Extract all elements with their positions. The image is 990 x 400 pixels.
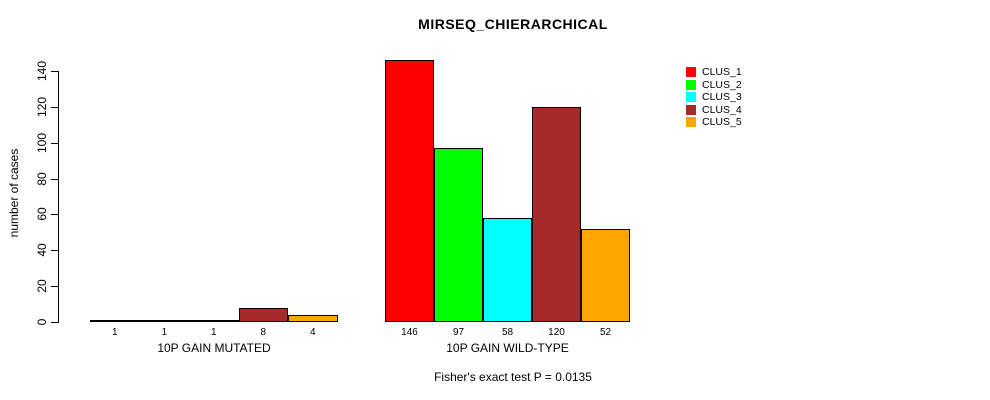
legend-item-clus_4: CLUS_4: [686, 104, 742, 116]
y-tick-mark: [51, 178, 58, 180]
legend-item-clus_1: CLUS_1: [686, 66, 742, 78]
y-axis-line: [58, 71, 59, 323]
bar-clus_3-group2: [483, 218, 532, 322]
bar-clus_3-group1: [189, 320, 239, 322]
x-group-label-mutated: 10P GAIN MUTATED: [157, 341, 271, 355]
legend-label: CLUS_3: [702, 91, 742, 103]
y-tick-label: 140: [35, 60, 49, 82]
y-tick-label: 80: [35, 171, 49, 186]
legend-swatch-clus_2: [686, 79, 696, 90]
y-tick-mark: [51, 71, 58, 72]
footnote: Fisher's exact test P = 0.0135: [434, 370, 592, 384]
y-tick-label: 20: [35, 279, 49, 293]
bar-value-label: 58: [501, 327, 514, 338]
bar-value-label: 52: [599, 327, 612, 338]
y-tick-mark: [51, 286, 58, 288]
bar-clus_1-group2: [385, 60, 434, 322]
y-tick-label: 100: [35, 132, 49, 153]
legend-swatch-clus_3: [686, 92, 696, 102]
bar-clus_2-group1: [139, 320, 189, 322]
bar-clus_4-group1: [238, 308, 288, 322]
x-group-label-wildtype: 10P GAIN WILD-TYPE: [446, 341, 569, 355]
legend-label: CLUS_5: [702, 116, 742, 128]
bar-value-label: 97: [452, 327, 465, 338]
bar-value-label: 1: [210, 327, 217, 338]
y-tick-mark: [51, 106, 58, 108]
bar-value-label: 1: [111, 327, 118, 338]
bar-value-label: 4: [309, 327, 316, 338]
y-tick-label: 120: [35, 96, 49, 117]
y-axis-label: number of cases: [7, 148, 21, 238]
bar-value-label: 1: [161, 327, 168, 338]
legend-label: CLUS_1: [702, 66, 742, 78]
legend-item-clus_2: CLUS_2: [686, 79, 742, 91]
y-tick-label: 0: [35, 318, 49, 326]
legend-swatch-clus_5: [686, 117, 696, 127]
y-tick-label: 40: [35, 243, 49, 257]
legend-swatch-clus_4: [686, 104, 696, 115]
bar-value-label: 8: [260, 327, 267, 338]
bar-clus_2-group2: [434, 148, 483, 322]
bar-value-label: 120: [548, 327, 565, 338]
bar-value-label: 146: [401, 327, 418, 338]
bar-clus_4-group2: [532, 107, 581, 322]
chart-title: MIRSEQ_CHIERARCHICAL: [418, 16, 608, 32]
y-tick-mark: [51, 322, 58, 323]
legend-item-clus_3: CLUS_3: [686, 91, 742, 103]
bar-clus_1-group1: [90, 320, 140, 322]
y-tick-label: 60: [35, 207, 49, 222]
y-tick-mark: [51, 214, 58, 216]
legend-label: CLUS_4: [702, 103, 742, 116]
y-tick-mark: [51, 250, 58, 252]
legend-item-clus_5: CLUS_5: [686, 116, 742, 128]
y-tick-mark: [51, 142, 58, 144]
legend-label: CLUS_2: [702, 78, 742, 91]
bar-clus_5-group2: [581, 229, 630, 322]
bar-clus_5-group1: [288, 315, 338, 322]
legend-swatch-clus_1: [686, 67, 696, 77]
